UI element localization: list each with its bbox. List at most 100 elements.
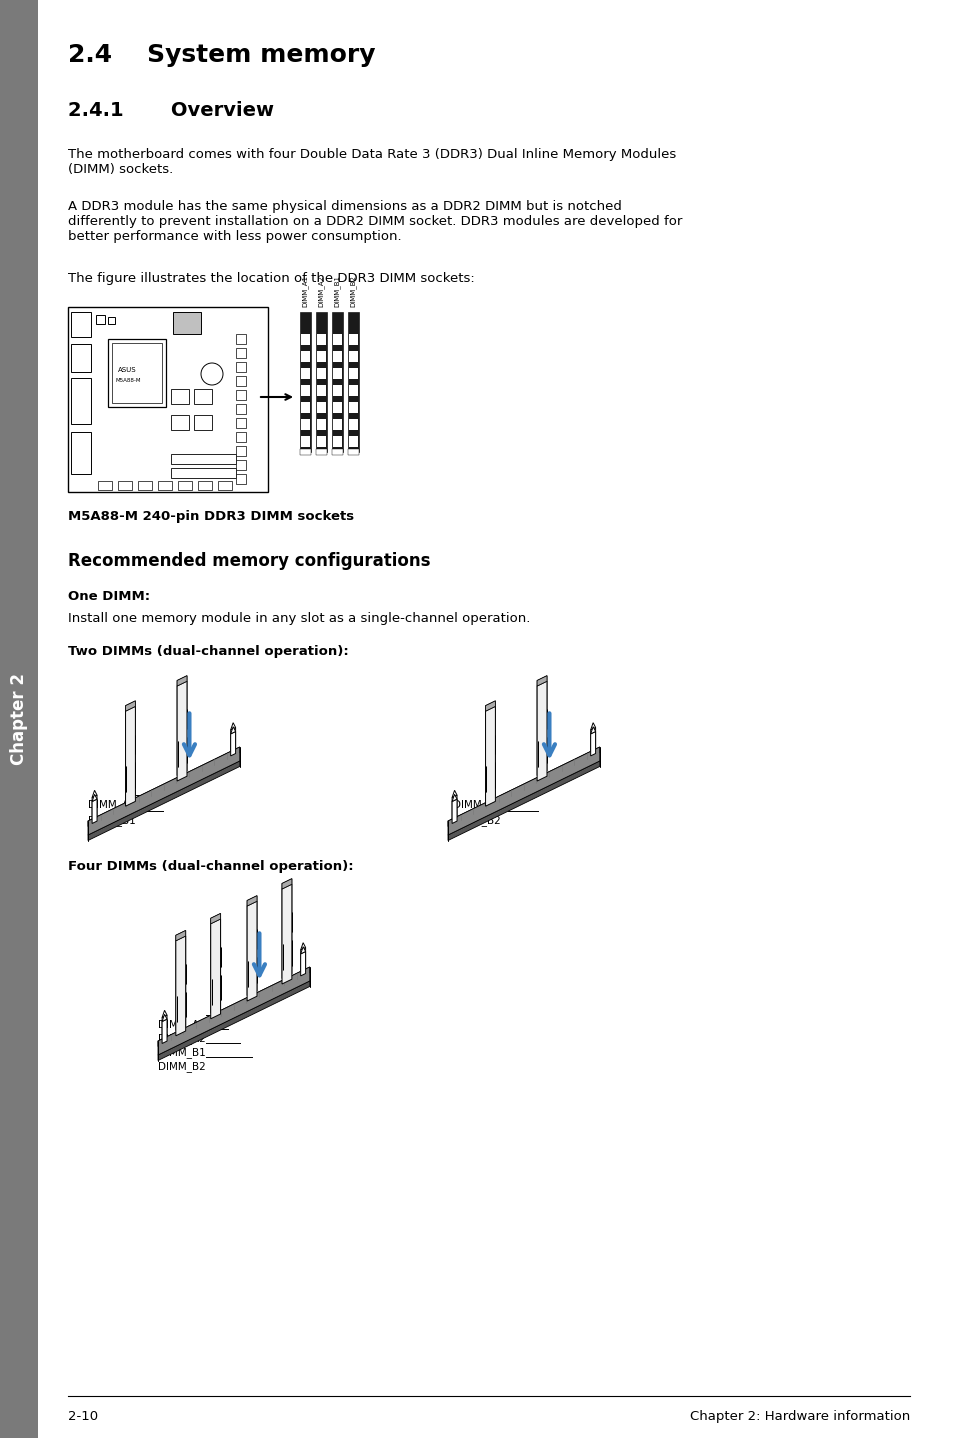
- Bar: [108, 316, 115, 324]
- Polygon shape: [177, 676, 187, 686]
- Text: A DDR3 module has the same physical dimensions as a DDR2 DIMM but is notched
dif: A DDR3 module has the same physical dime…: [68, 200, 681, 243]
- Polygon shape: [448, 746, 599, 835]
- Bar: [316, 368, 326, 380]
- Bar: [301, 385, 310, 395]
- Polygon shape: [247, 896, 256, 995]
- Polygon shape: [162, 1011, 167, 1018]
- Polygon shape: [158, 966, 310, 1047]
- Text: Four DIMMs (dual-channel operation):: Four DIMMs (dual-channel operation):: [68, 860, 354, 873]
- Text: 2.4.1       Overview: 2.4.1 Overview: [68, 101, 274, 119]
- Bar: [171, 416, 189, 430]
- Polygon shape: [485, 706, 495, 807]
- Bar: [349, 368, 357, 380]
- Bar: [172, 312, 201, 334]
- Bar: [333, 436, 341, 447]
- Bar: [235, 362, 246, 372]
- Bar: [316, 351, 326, 362]
- Bar: [315, 312, 327, 452]
- Polygon shape: [231, 732, 235, 756]
- Bar: [301, 403, 310, 413]
- Text: Chapter 2: Chapter 2: [10, 673, 28, 765]
- Bar: [235, 460, 246, 470]
- Text: DIMM_B1: DIMM_B1: [334, 275, 340, 306]
- Text: DIMM_A1: DIMM_A1: [88, 800, 135, 810]
- Polygon shape: [175, 930, 186, 1030]
- Bar: [348, 449, 358, 454]
- Polygon shape: [231, 728, 235, 752]
- Bar: [178, 480, 192, 490]
- Bar: [71, 378, 91, 424]
- Bar: [316, 403, 326, 413]
- Polygon shape: [88, 746, 239, 827]
- Polygon shape: [162, 1014, 167, 1021]
- Bar: [333, 351, 341, 362]
- Polygon shape: [452, 795, 456, 820]
- Polygon shape: [537, 676, 546, 775]
- Text: DIMM_A1: DIMM_A1: [158, 1020, 206, 1030]
- Polygon shape: [247, 902, 256, 1001]
- Polygon shape: [92, 794, 97, 801]
- Bar: [171, 390, 189, 404]
- Bar: [349, 334, 357, 345]
- Polygon shape: [282, 884, 292, 984]
- Bar: [71, 344, 91, 372]
- Polygon shape: [231, 723, 235, 731]
- Bar: [158, 480, 172, 490]
- Bar: [96, 315, 105, 324]
- Bar: [301, 418, 310, 430]
- Text: Two DIMMs (dual-channel operation):: Two DIMMs (dual-channel operation):: [68, 646, 349, 659]
- Bar: [332, 449, 343, 454]
- Bar: [301, 334, 310, 345]
- Text: M5A88-M 240-pin DDR3 DIMM sockets: M5A88-M 240-pin DDR3 DIMM sockets: [68, 510, 354, 523]
- Polygon shape: [452, 800, 456, 824]
- Text: One DIMM:: One DIMM:: [68, 590, 150, 603]
- Bar: [316, 385, 326, 395]
- Polygon shape: [590, 732, 595, 756]
- Bar: [316, 334, 326, 345]
- Bar: [349, 418, 357, 430]
- Bar: [0, 0, 38, 1438]
- Polygon shape: [175, 930, 186, 940]
- Polygon shape: [300, 943, 305, 951]
- Bar: [235, 418, 246, 429]
- Polygon shape: [590, 723, 595, 731]
- Text: DIMM_B1: DIMM_B1: [158, 1047, 206, 1058]
- Polygon shape: [211, 919, 220, 1018]
- Text: The motherboard comes with four Double Data Rate 3 (DDR3) Dual Inline Memory Mod: The motherboard comes with four Double D…: [68, 148, 676, 175]
- Bar: [235, 375, 246, 385]
- Bar: [299, 312, 311, 452]
- Polygon shape: [92, 791, 97, 798]
- Polygon shape: [282, 879, 292, 978]
- Polygon shape: [162, 1015, 167, 1040]
- Polygon shape: [92, 800, 97, 824]
- Polygon shape: [537, 682, 546, 781]
- Bar: [333, 403, 341, 413]
- Bar: [333, 385, 341, 395]
- Text: DIMM_B2: DIMM_B2: [349, 275, 356, 306]
- Polygon shape: [175, 936, 186, 1035]
- Bar: [68, 306, 268, 492]
- Text: DIMM_A2: DIMM_A2: [158, 1032, 206, 1044]
- Polygon shape: [126, 700, 135, 801]
- Bar: [98, 480, 112, 490]
- Polygon shape: [126, 700, 135, 712]
- Bar: [193, 416, 212, 430]
- Polygon shape: [88, 746, 239, 835]
- Polygon shape: [162, 1020, 167, 1044]
- Text: DIMM_B2: DIMM_B2: [158, 1061, 206, 1071]
- Bar: [138, 480, 152, 490]
- Text: 2.4    System memory: 2.4 System memory: [68, 43, 375, 68]
- Bar: [333, 418, 341, 430]
- Polygon shape: [177, 676, 187, 775]
- Bar: [171, 454, 235, 464]
- Text: The figure illustrates the location of the DDR3 DIMM sockets:: The figure illustrates the location of t…: [68, 272, 475, 285]
- Text: DIMM_A1: DIMM_A1: [301, 275, 308, 306]
- Bar: [315, 449, 327, 454]
- Bar: [348, 312, 358, 452]
- Bar: [235, 446, 246, 456]
- Polygon shape: [590, 726, 595, 733]
- Polygon shape: [177, 682, 187, 781]
- Bar: [301, 351, 310, 362]
- Text: 2-10: 2-10: [68, 1411, 98, 1424]
- Polygon shape: [158, 966, 310, 1055]
